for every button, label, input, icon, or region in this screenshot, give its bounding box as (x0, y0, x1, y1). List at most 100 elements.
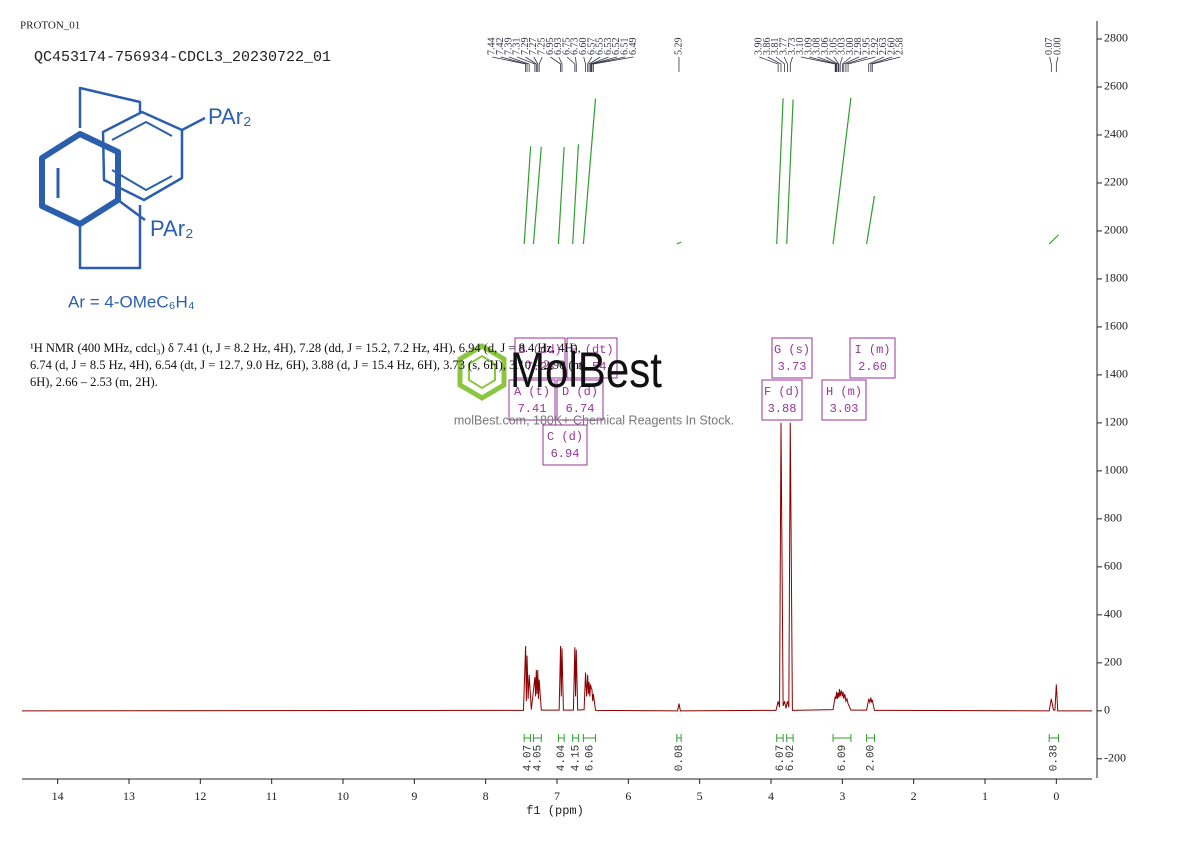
multiplet-box (556, 379, 604, 421)
multiplet-shift: 6.94 (551, 447, 580, 461)
integral-curve (523, 146, 532, 245)
multiplet-shift: 6.54 (578, 360, 607, 374)
multiplet-shift: 6.74 (566, 402, 595, 416)
integral-label: 6.06 (584, 745, 596, 771)
peak-leader (767, 56, 782, 72)
peak-leader (566, 56, 576, 72)
integral-label: 4.04 (556, 744, 568, 771)
peak-label: 3.06 (820, 38, 831, 56)
multiplet-shift: 7.41 (518, 402, 547, 416)
peak-leader (847, 56, 876, 72)
integral-curve (786, 99, 794, 245)
structure-legend: Ar = 4-OMeC₆H₄ (68, 292, 195, 311)
x-tick-label: 10 (337, 789, 349, 803)
peak-leader (500, 56, 528, 72)
peak-label: 6.95 (545, 38, 556, 56)
y-tick-label: 2800 (1104, 31, 1128, 45)
integral-curve (676, 241, 682, 245)
peak-label: 0.00 (1052, 38, 1063, 56)
multiplet-box (771, 337, 813, 379)
x-tick-label: 13 (123, 789, 135, 803)
x-tick-label: 7 (554, 789, 560, 803)
peak-label: 6.93 (553, 38, 564, 56)
x-tick-label: 14 (52, 789, 64, 803)
x-tick-label: 1 (982, 789, 988, 803)
peak-leader (783, 56, 788, 72)
peak-label: 3.00 (845, 38, 856, 56)
peak-leader (759, 56, 779, 72)
integral-bracket (557, 734, 565, 742)
peak-leader (592, 56, 634, 72)
x-axis-label: f1 (ppm) (526, 804, 584, 818)
multiplet-box (514, 337, 566, 379)
y-tick-label: 2000 (1104, 223, 1128, 237)
integral-curve (532, 146, 542, 245)
multiplet-box (821, 379, 867, 421)
logo-text: MolBest (510, 342, 662, 398)
peak-label: 6.52 (611, 38, 622, 56)
logo-hexagon (457, 343, 507, 401)
integral-label: 2.00 (865, 745, 877, 771)
peak-label: 2.58 (895, 38, 906, 56)
peak-leader (588, 56, 601, 72)
integral-label: 4.15 (570, 745, 582, 771)
peak-label: 3.86 (762, 38, 773, 56)
integral-bracket (572, 734, 579, 742)
peak-leader (538, 56, 543, 72)
multiplet-name: C (d) (547, 430, 583, 444)
peak-label: 7.27 (528, 38, 539, 56)
y-tick-label: 600 (1104, 559, 1122, 573)
y-tick-label: 2600 (1104, 79, 1128, 93)
y-tick-label: 1800 (1104, 271, 1128, 285)
x-tick-label: 11 (266, 789, 278, 803)
bridge (78, 86, 142, 128)
logo-hexagon (468, 354, 496, 390)
integral-bracket (786, 734, 794, 742)
multiplet-shift: 3.73 (778, 360, 807, 374)
peak-label: 3.73 (787, 38, 798, 56)
bond (181, 116, 206, 132)
peak-label: 0.07 (1044, 38, 1055, 56)
back-ring-bond (111, 169, 173, 191)
peak-leader (558, 56, 563, 72)
peak-label: 7.29 (520, 38, 531, 56)
integral-curve (865, 195, 876, 245)
peak-label: 2.92 (870, 38, 881, 56)
chart-title: PROTON_01 (20, 20, 80, 32)
integral-label: 6.02 (785, 745, 797, 771)
multiplet-name: E (dt) (570, 343, 613, 357)
structure (39, 86, 206, 270)
multiplet-name: D (d) (562, 385, 598, 399)
integral-bracket (776, 734, 784, 742)
peak-label: 3.05 (828, 38, 839, 56)
watermark-tagline: molBest.com, 180K+ Chemical Reagents In … (454, 413, 734, 427)
back-ring (101, 110, 184, 202)
y-tick-label: 400 (1104, 607, 1122, 621)
peak-leader (845, 56, 868, 72)
integral-bracket (523, 734, 532, 742)
watermark: MolBest molBest.com, 180K+ Chemical Reag… (454, 342, 734, 427)
integral-curve (776, 98, 784, 245)
peak-leader (525, 56, 537, 72)
peak-label: 6.53 (603, 38, 614, 56)
peak-leader (868, 56, 885, 72)
multiplet-name: H (m) (826, 385, 862, 399)
x-tick-label: 6 (625, 789, 631, 803)
peak-leader (517, 56, 536, 72)
spectrum-line (21, 422, 1092, 712)
integral-curve (557, 147, 565, 245)
peak-leader (590, 56, 617, 72)
peak-label: 3.08 (812, 38, 823, 56)
x-tick-label: 12 (194, 789, 206, 803)
integral-label: 6.07 (775, 745, 787, 771)
chart-subtitle: QC453174-756934-CDCL3_20230722_01 (34, 49, 331, 66)
multiplet-name: F (d) (764, 385, 800, 399)
peak-leader (870, 56, 893, 72)
x-tick-label: 0 (1053, 789, 1059, 803)
y-tick-label: 1400 (1104, 367, 1128, 381)
x-tick-label: 5 (697, 789, 703, 803)
peak-label: 6.75 (561, 38, 572, 56)
peak-label: 6.51 (619, 38, 630, 56)
peak-leader (587, 56, 593, 72)
peak-label: 6.49 (628, 38, 639, 56)
